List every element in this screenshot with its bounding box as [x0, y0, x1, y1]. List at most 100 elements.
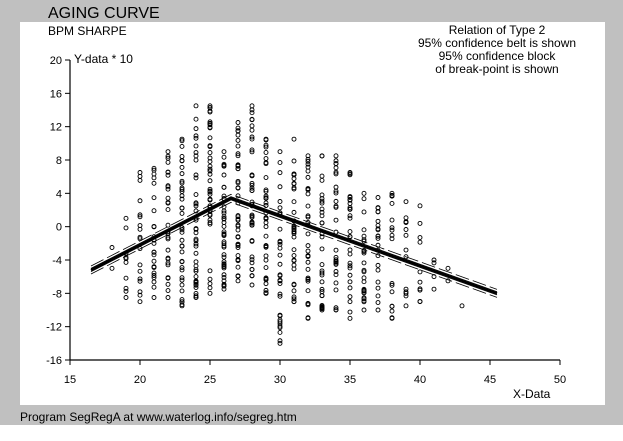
data-point	[123, 295, 129, 300]
data-point	[179, 243, 185, 249]
data-point	[403, 303, 409, 309]
data-point	[347, 171, 353, 177]
data-point	[193, 285, 199, 290]
data-point	[291, 234, 297, 240]
data-point	[193, 268, 199, 274]
data-point	[207, 220, 213, 226]
data-point	[403, 219, 409, 225]
data-point	[193, 226, 199, 232]
data-point	[263, 233, 269, 239]
data-point	[333, 305, 339, 311]
data-point	[319, 200, 325, 206]
data-point	[375, 279, 381, 285]
data-point	[179, 249, 185, 255]
data-point	[193, 135, 199, 141]
data-point	[193, 238, 199, 244]
data-point	[277, 149, 283, 155]
data-point	[165, 262, 171, 268]
data-point	[431, 260, 437, 266]
legend-line: of break-point is shown	[435, 62, 559, 76]
data-point	[277, 330, 283, 335]
data-point	[319, 303, 325, 308]
data-point	[291, 176, 297, 182]
data-point	[249, 257, 255, 263]
data-point	[375, 209, 381, 215]
data-point	[179, 277, 185, 283]
data-point	[193, 133, 199, 139]
data-point	[137, 299, 143, 305]
data-point	[389, 227, 395, 233]
data-point	[193, 250, 199, 256]
data-point	[179, 196, 185, 202]
y-tick-label: -4	[52, 255, 62, 267]
data-point	[235, 213, 241, 219]
data-point	[207, 166, 213, 172]
data-point	[361, 250, 367, 256]
data-point	[277, 293, 283, 299]
data-point	[151, 295, 157, 300]
data-point	[123, 225, 129, 231]
data-point	[389, 217, 395, 223]
data-point	[179, 282, 185, 288]
data-point	[235, 153, 241, 159]
data-point	[151, 224, 157, 230]
data-point	[319, 270, 325, 276]
data-point	[207, 108, 213, 114]
data-point	[221, 244, 227, 250]
data-point	[165, 247, 171, 253]
data-point	[291, 185, 297, 191]
data-point	[221, 231, 227, 237]
data-point	[221, 172, 227, 178]
data-point	[235, 120, 241, 125]
data-point	[137, 234, 143, 240]
data-point	[263, 156, 269, 161]
data-point	[249, 107, 255, 113]
data-point	[347, 285, 353, 291]
data-point	[235, 273, 241, 279]
data-point	[221, 239, 227, 245]
data-point	[375, 300, 381, 305]
data-point	[123, 285, 129, 291]
data-point	[291, 296, 297, 302]
data-point	[403, 227, 409, 232]
data-point	[207, 290, 213, 296]
data-point	[207, 178, 213, 184]
data-point	[291, 229, 297, 235]
data-point	[347, 213, 353, 219]
y-tick-label: 0	[56, 222, 62, 234]
data-point	[235, 222, 241, 228]
data-point	[235, 241, 241, 247]
data-point	[319, 206, 325, 212]
data-point	[361, 275, 367, 281]
data-point	[263, 202, 269, 208]
data-point	[277, 281, 283, 286]
data-point	[235, 234, 241, 240]
data-point	[179, 171, 185, 177]
data-point	[207, 196, 213, 202]
data-point	[291, 247, 297, 253]
data-point	[137, 268, 143, 274]
data-point	[305, 276, 311, 282]
data-point	[291, 171, 297, 177]
data-point	[193, 241, 199, 247]
data-point	[179, 185, 185, 191]
data-point	[235, 227, 241, 233]
data-point	[361, 279, 367, 285]
data-point	[305, 174, 311, 180]
data-point	[291, 199, 297, 205]
data-point	[165, 255, 171, 261]
data-point	[333, 269, 339, 274]
data-point	[179, 138, 185, 144]
data-point	[277, 319, 283, 325]
data-point	[389, 281, 395, 286]
data-point	[361, 296, 367, 302]
y-tick-label: 20	[50, 55, 62, 67]
data-point	[249, 110, 255, 116]
regression-line	[90, 197, 498, 295]
data-point	[151, 273, 157, 278]
data-point	[221, 259, 227, 265]
data-point	[249, 127, 255, 133]
data-point	[165, 183, 171, 189]
data-point	[249, 185, 255, 191]
data-point	[333, 217, 339, 223]
